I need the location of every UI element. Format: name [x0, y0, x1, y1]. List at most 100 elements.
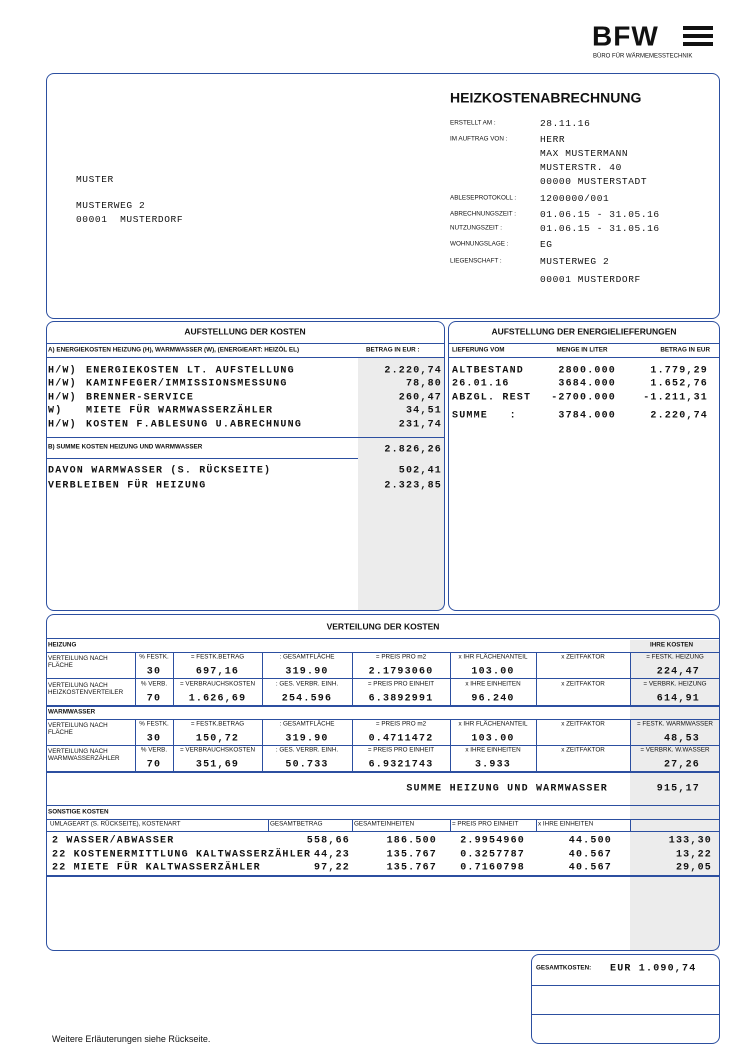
section-title: AUFSTELLUNG DER ENERGIELIEFERUNGEN [491, 326, 677, 337]
column-header: x IHRE EINHEITEN [465, 746, 521, 754]
field-value: MUSTERWEG 2 [540, 255, 610, 267]
cell-value: 30 [146, 733, 162, 745]
column-header: x IHRE EINHEITEN [465, 680, 521, 688]
column-header: x ZEITFAKTOR [561, 653, 605, 661]
unit-price: 0.3257787 [460, 849, 525, 861]
rule [46, 458, 358, 459]
cost-label: KAMINFEGER/IMMISSIONSMESSUNG [86, 378, 288, 390]
logo-subtitle: BÜRO FÜR WÄRMEMESSTECHNIK [593, 53, 693, 60]
rule [135, 745, 136, 771]
column-header: = PREIS PRO m2 [375, 720, 427, 728]
section-title: VERTEILUNG DER KOSTEN [326, 621, 440, 632]
field-label: LIEGENSCHAFT : [450, 257, 502, 265]
field-value: 01.06.15 - 31.05.16 [540, 208, 660, 220]
rule [450, 745, 451, 771]
row-label: VERTEILUNG NACH FLÄCHE [48, 655, 108, 669]
distribution-box [46, 614, 720, 951]
amount: 1.779,29 [650, 365, 708, 377]
address-line: MUSTERWEG 2 [76, 199, 146, 211]
total-amount: 44,23 [313, 849, 350, 861]
quantity: -2700.000 [551, 392, 616, 404]
cell-value: 96.240 [471, 693, 515, 705]
column-header: = VERBRAUCHSKOSTEN [179, 680, 256, 688]
total-units: 135.767 [386, 862, 437, 874]
rule [135, 719, 136, 745]
quantity: 3684.000 [558, 378, 616, 390]
cell-value: 48,53 [663, 733, 700, 745]
section-label: WARMWASSER [48, 708, 96, 716]
address-line: MUSTER [76, 173, 114, 185]
rule [262, 652, 263, 678]
delivery: ABZGL. REST [452, 392, 532, 404]
cost-type: 22 KOSTENERMITTLUNG KALTWASSERZÄHLER [52, 849, 312, 861]
rule [630, 745, 631, 771]
quantity: 2800.000 [558, 365, 616, 377]
column-header: = PREIS PRO m2 [375, 653, 427, 661]
rule [46, 678, 720, 679]
column-header: % VERB. [140, 746, 168, 754]
rule [352, 652, 353, 678]
total-amount: 558,66 [306, 835, 350, 847]
cell-value: 30 [146, 666, 162, 678]
rule [173, 652, 174, 678]
field-value: MUSTERSTR. 40 [540, 161, 622, 173]
cost-label: KOSTEN F.ABLESUNG U.ABRECHNUNG [86, 419, 303, 431]
rule [531, 1014, 720, 1015]
field-value: 01.06.15 - 31.05.16 [540, 222, 660, 234]
total-value: EUR 1.090,74 [610, 963, 697, 975]
rule [630, 679, 631, 705]
rule [536, 719, 537, 745]
column-header: x IHR FLÄCHENANTEIL [458, 720, 528, 728]
column-header: : GES. VERBR. EINH. [275, 746, 339, 754]
rule [46, 875, 720, 877]
field-label: IM AUFTRAG VON : [450, 135, 508, 143]
amount: -1.211,31 [643, 392, 708, 404]
rule [46, 343, 445, 344]
column-header: x IHRE EINHEITEN [538, 820, 594, 828]
total-units: 186.500 [386, 835, 437, 847]
rule [352, 679, 353, 705]
split-amount: 2.323,85 [384, 480, 442, 492]
subtotal: 2.826,26 [384, 444, 442, 456]
delivery: SUMME : [452, 410, 517, 422]
logo: BFW [592, 20, 659, 52]
column-header: x ZEITFAKTOR [561, 746, 605, 754]
cell-value: 614,91 [656, 693, 700, 705]
rule [352, 819, 353, 831]
cell-value: 70 [146, 759, 162, 771]
cell-value: 103.00 [471, 733, 515, 745]
field-label: NUTZUNGSZEIT : [450, 224, 503, 232]
cell-value: 697,16 [195, 666, 240, 678]
your-units: 40.567 [568, 849, 612, 861]
cost-amount: 34,51 [405, 405, 442, 417]
footer-note: Weitere Erläuterungen siehe Rückseite. [52, 1034, 211, 1045]
split-amount: 502,41 [398, 465, 442, 477]
rule [173, 719, 174, 745]
column-header: UMLAGEART (S. RÜCKSEITE), KOSTENART [50, 820, 181, 828]
column-header: = VERBRK. W.WASSER [640, 746, 710, 754]
column-header: = FESTK.BETRAG [190, 653, 245, 661]
rule [46, 638, 720, 639]
your-cost: 133,30 [668, 835, 712, 847]
your-cost: 13,22 [675, 849, 712, 861]
field-label: ABLESEPROTOKOLL : [450, 194, 517, 202]
cost-amount: 2.220,74 [384, 365, 442, 377]
column-header: : GES. VERBR. EINH. [275, 680, 339, 688]
column-header: BETRAG IN EUR : [366, 346, 420, 354]
cell-value: 319.90 [285, 733, 329, 745]
cell-value: 150,72 [195, 733, 240, 745]
total-label: GESAMTKOSTEN: [536, 964, 592, 972]
rule [536, 652, 537, 678]
split-label: VERBLEIBEN FÜR HEIZUNG [48, 480, 207, 492]
field-value: 00001 MUSTERDORF [540, 273, 641, 285]
rule [630, 652, 631, 678]
cost-label: ENERGIEKOSTEN LT. AUFSTELLUNG [86, 365, 295, 377]
cell-value: 351,69 [195, 759, 240, 771]
energy-box [448, 321, 720, 611]
field-label: WOHNUNGSLAGE : [450, 240, 509, 248]
delivery: ALTBESTAND [452, 365, 525, 377]
rule [450, 819, 451, 831]
your-cost: 29,05 [675, 862, 712, 874]
column-header: = FESTK. HEIZUNG [646, 653, 704, 661]
cost-code: W) [48, 405, 63, 417]
